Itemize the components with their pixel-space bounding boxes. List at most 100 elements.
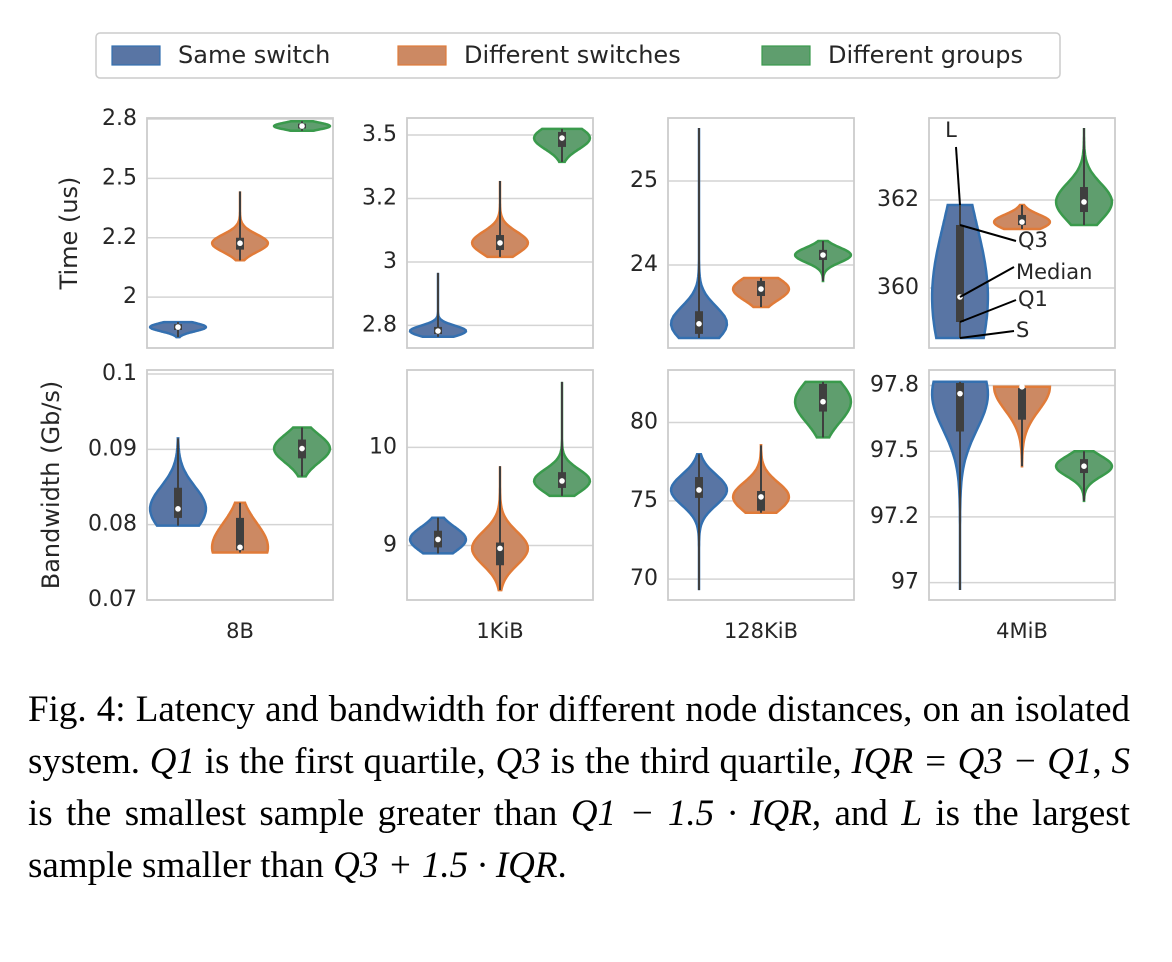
- median-dot: [1019, 219, 1025, 225]
- y-tick-label: 2.5: [102, 165, 137, 190]
- panel-frame: [146, 117, 334, 349]
- median-dot: [299, 445, 305, 452]
- median-dot: [175, 506, 181, 512]
- figure: Same switch Different switches Different g…: [37, 32, 1116, 643]
- caption-text: , and: [811, 793, 902, 834]
- iqr-box: [1018, 388, 1026, 420]
- annotation: Median: [1016, 260, 1092, 284]
- y-tick-label: 360: [877, 275, 919, 300]
- iqr-box: [819, 383, 827, 412]
- annotation: L: [945, 118, 957, 142]
- panel-frame: [667, 369, 855, 601]
- annotation: Q3: [1018, 228, 1048, 252]
- median-dot: [435, 328, 441, 334]
- y-tick-label: 362: [877, 187, 919, 212]
- y-tick-label: 75: [630, 488, 658, 513]
- annotation-line: [959, 224, 1017, 242]
- iqr-box: [956, 382, 964, 432]
- panel-frame: [928, 369, 1116, 601]
- annotation-line: [959, 299, 1017, 323]
- iqr-box: [496, 542, 504, 566]
- y-tick-label: 3.2: [362, 185, 397, 210]
- annotation: Q1: [1018, 287, 1048, 311]
- y-tick-label: 9: [383, 532, 397, 557]
- panel-frame: [146, 369, 334, 601]
- y-tick-label: 0.1: [102, 361, 137, 386]
- y-tick-label: 0.09: [88, 436, 137, 461]
- y-tick-label: 2.2: [102, 225, 137, 250]
- legend-label: Different switches: [464, 41, 681, 69]
- annotation: S: [1016, 318, 1029, 342]
- caption-math: L: [901, 793, 922, 834]
- panel-frame: [406, 369, 594, 601]
- legend-label: Different groups: [828, 41, 1023, 69]
- median-dot: [696, 321, 702, 327]
- median-dot: [820, 398, 826, 405]
- median-dot: [820, 252, 826, 258]
- iqr-box: [956, 224, 964, 322]
- caption-text: .: [557, 845, 567, 886]
- median-dot: [1081, 199, 1087, 205]
- caption-math: Q3 + 1.5 · IQR: [333, 845, 558, 886]
- y-axis-label: Bandwidth (Gb/s): [37, 381, 65, 590]
- median-dot: [957, 390, 963, 397]
- caption-text: is the third quartile,: [540, 741, 852, 782]
- y-tick-label: 24: [630, 252, 658, 277]
- median-dot: [696, 487, 702, 493]
- iqr-box: [757, 490, 765, 511]
- y-axis-label: Time (us): [55, 177, 83, 291]
- x-tick-label: 1KiB: [476, 619, 523, 643]
- caption-text: is the smallest sample greater than: [28, 793, 571, 834]
- y-tick-label: 97: [891, 570, 919, 595]
- iqr-box: [236, 517, 244, 551]
- legend-box: [95, 32, 1061, 79]
- median-dot: [299, 123, 305, 129]
- x-tick-label: 4MiB: [996, 619, 1048, 643]
- x-tick-label: 8B: [226, 619, 254, 643]
- caption-text: ,: [1092, 741, 1112, 782]
- median-dot: [758, 286, 764, 292]
- y-tick-label: 3: [383, 249, 397, 274]
- caption-text: Fig. 4: Latency and bandwidth for differ…: [28, 689, 1130, 782]
- median-dot: [497, 240, 503, 246]
- legend-swatch: [111, 45, 161, 66]
- legend-label: Same switch: [178, 41, 330, 69]
- median-dot: [175, 324, 181, 330]
- annotation-line: [955, 146, 961, 206]
- median-dot: [559, 478, 565, 484]
- median-dot: [1081, 463, 1087, 470]
- caption-math: Q1: [149, 741, 196, 782]
- caption-math: Q3: [495, 741, 541, 782]
- y-tick-label: 0.08: [88, 512, 137, 537]
- caption: Fig. 4: Latency and bandwidth for differ…: [28, 684, 1130, 892]
- y-tick-label: 2: [123, 284, 137, 309]
- caption-math: S: [1111, 741, 1130, 782]
- y-tick-label: 80: [630, 410, 658, 435]
- y-tick-label: 0.07: [88, 587, 137, 612]
- caption-text: is the first quartile,: [195, 741, 496, 782]
- caption-math: IQR = Q3 − Q1: [851, 741, 1093, 782]
- median-dot: [237, 240, 243, 247]
- y-tick-label: 25: [630, 168, 658, 193]
- caption-math: Q1 − 1.5 · IQR: [570, 793, 812, 834]
- annotation-line: [959, 266, 1015, 298]
- y-tick-label: 10: [369, 434, 397, 459]
- y-tick-label: 2.8: [362, 312, 397, 337]
- y-tick-label: 97.8: [870, 373, 919, 398]
- iqr-box: [174, 487, 182, 518]
- y-tick-label: 97.5: [870, 438, 919, 463]
- median-dot: [237, 544, 243, 551]
- caption-text: is the largest sample smaller than: [28, 793, 1130, 886]
- panel-frame: [406, 117, 594, 349]
- median-dot: [559, 135, 565, 141]
- panel-frame: [928, 117, 1116, 349]
- panel-frame: [667, 117, 855, 349]
- y-tick-label: 2.8: [102, 106, 137, 131]
- median-dot: [435, 536, 441, 543]
- legend-swatch: [761, 45, 811, 66]
- annotation-line: [959, 330, 1015, 339]
- median-dot: [758, 494, 764, 500]
- legend-swatch: [397, 45, 447, 66]
- x-tick-label: 128KiB: [724, 619, 798, 643]
